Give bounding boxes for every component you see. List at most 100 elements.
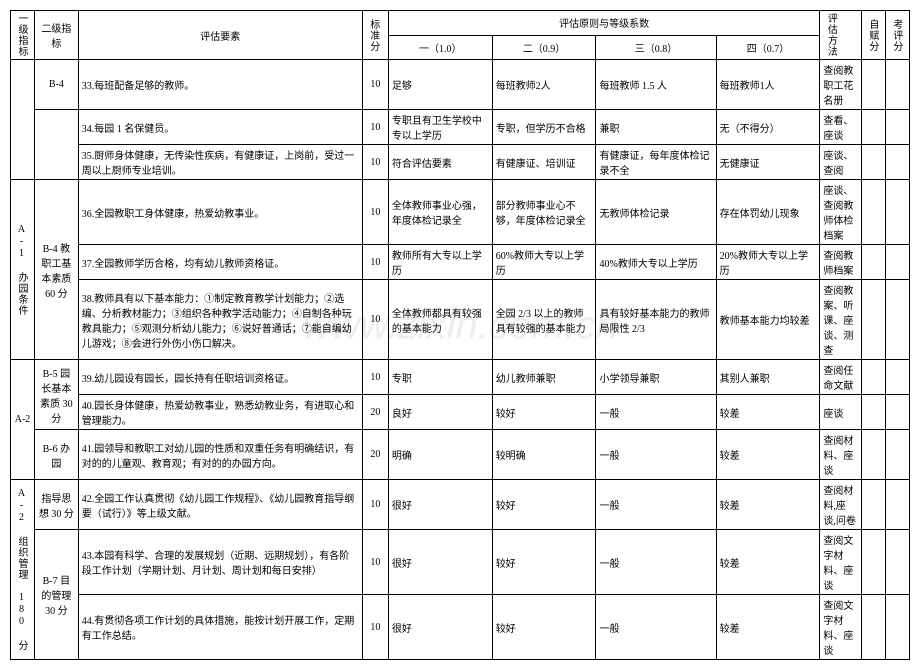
cell-element: 33.每班配备足够的教师。 — [78, 60, 362, 110]
table-row: 40.园长身体健康，热爱幼教事业，熟悉幼教业务，有进取心和管理能力。 20 良好… — [11, 395, 910, 430]
th-grade3: 三（0.8） — [596, 35, 716, 60]
table-row: B-6 办园 41.园领导和教职工对幼儿园的性质和双重任务有明确结识，有对的的儿… — [11, 430, 910, 480]
cell-g3: 无教师体检记录 — [596, 180, 716, 245]
cell-element: 39.幼儿园设有园长，园长持有任职培训资格证。 — [78, 360, 362, 395]
cell-g1: 符合评估要素 — [388, 145, 492, 180]
cell-a: A-2 组织管理 180 分 — [11, 480, 35, 660]
cell-g3: 具有较好基本能力的教师局限性 2/3 — [596, 280, 716, 360]
cell-score: 10 — [362, 480, 388, 530]
table-row: A-2 组织管理 180 分 指导思想 30 分 42.全园工作认真贯彻《幼儿园… — [11, 480, 910, 530]
cell-g4: 较差 — [716, 595, 820, 660]
cell-g1: 足够 — [388, 60, 492, 110]
cell-g3: 一般 — [596, 530, 716, 595]
table-row: 35.厨师身体健康，无传染性疾病，有健康证，上岗前，受过一周以上厨师专业培训。 … — [11, 145, 910, 180]
cell-score: 10 — [362, 180, 388, 245]
cell-g3: 一般 — [596, 395, 716, 430]
cell-score: 20 — [362, 430, 388, 480]
table-row: B-4 33.每班配备足够的教师。 10 足够 每班教师2人 每班教师 1.5 … — [11, 60, 910, 110]
table-row: A-1 办园条件 B-4 教职工基本素质 60 分 36.全园教职工身体健康，热… — [11, 180, 910, 245]
cell-g4: 无健康证 — [716, 145, 820, 180]
cell-element: 37.全园教师学历合格，均有幼儿教师资格证。 — [78, 245, 362, 280]
cell-g4: 较差 — [716, 395, 820, 430]
cell-g2: 较好 — [492, 595, 596, 660]
cell-method: 查阅任命文献 — [820, 360, 862, 395]
th-level2: 二级指标 — [35, 11, 79, 60]
cell-method: 座谈 — [820, 395, 862, 430]
cell-b: B-7 目的管理 30 分 — [35, 530, 79, 660]
cell-b: B-4 — [35, 60, 79, 110]
cell-g4: 较差 — [716, 430, 820, 480]
th-level1: 一级指标 — [11, 11, 35, 60]
cell-a: A-2 — [11, 360, 35, 480]
cell-score: 10 — [362, 245, 388, 280]
th-elements: 评估要素 — [78, 11, 362, 60]
cell-g4: 较差 — [716, 530, 820, 595]
cell-g1: 良好 — [388, 395, 492, 430]
cell-element: 34.每园 1 名保健员。 — [78, 110, 362, 145]
cell-g4: 20%教师大专以上学历 — [716, 245, 820, 280]
cell-g3: 一般 — [596, 430, 716, 480]
cell-g1: 专职 — [388, 360, 492, 395]
cell-method: 座谈、查阅 — [820, 145, 862, 180]
th-principles: 评估原则与等级系数 — [388, 11, 819, 36]
cell-g2: 部分教师事业心不够，年度体检记录全 — [492, 180, 596, 245]
cell-g3: 有健康证，每年度体检记录不全 — [596, 145, 716, 180]
cell-g3: 40%教师大专以上学历 — [596, 245, 716, 280]
cell-g2: 有健康证、培训证 — [492, 145, 596, 180]
cell-g4: 教师基本能力均较差 — [716, 280, 820, 360]
cell-method: 查看、座谈 — [820, 110, 862, 145]
cell-score: 10 — [362, 280, 388, 360]
cell-element: 42.全园工作认真贯彻《幼儿园工作规程》、《幼儿园教育指导纲要（试行）》等上级文… — [78, 480, 362, 530]
table-row: B-7 目的管理 30 分 43.本园有科学、合理的发展规划（近期、远期规划），… — [11, 530, 910, 595]
cell-g4: 无（不得分） — [716, 110, 820, 145]
table-row: 37.全园教师学历合格，均有幼儿教师资格证。 10 教师所有大专以上学历 60%… — [11, 245, 910, 280]
cell-element: 43.本园有科学、合理的发展规划（近期、远期规划），有各阶段工作计划（学期计划、… — [78, 530, 362, 595]
cell-element: 38.教师具有以下基本能力：①制定教育教学计划能力；②选编、分析教材能力；③组织… — [78, 280, 362, 360]
cell-method: 查阅文字材料、座谈 — [820, 595, 862, 660]
cell-method: 查阅教案、听课、座谈、测查 — [820, 280, 862, 360]
cell-b: 指导思想 30 分 — [35, 480, 79, 530]
cell-g2: 60%教师大专以上学历 — [492, 245, 596, 280]
cell-g1: 专职且有卫生学校中专以上学历 — [388, 110, 492, 145]
cell-b: B-6 办园 — [35, 430, 79, 480]
cell-g2: 较好 — [492, 395, 596, 430]
cell-score: 10 — [362, 360, 388, 395]
cell-g3: 一般 — [596, 595, 716, 660]
cell-score: 10 — [362, 145, 388, 180]
cell-g1: 很好 — [388, 595, 492, 660]
table-row: 44.有贯彻各项工作计划的具体措施，能按计划开展工作，定期有工作总结。 10 很… — [11, 595, 910, 660]
cell-method: 查阅教职工花名册 — [820, 60, 862, 110]
cell-score: 20 — [362, 395, 388, 430]
cell-method: 查阅材料,座谈,问卷 — [820, 480, 862, 530]
th-score: 标准分 — [362, 11, 388, 60]
th-method: 评估方法 — [820, 11, 862, 60]
cell-method: 查阅材料、座谈 — [820, 430, 862, 480]
cell-g4: 其别人兼职 — [716, 360, 820, 395]
cell-element: 44.有贯彻各项工作计划的具体措施，能按计划开展工作，定期有工作总结。 — [78, 595, 362, 660]
cell-g2: 全园 2/3 以上的教师具有较强的基本能力 — [492, 280, 596, 360]
cell-score: 10 — [362, 60, 388, 110]
cell-g1: 明确 — [388, 430, 492, 480]
th-grade1: 一（1.0） — [388, 35, 492, 60]
table-row: A-2 B-5 园长基本素质 30 分 39.幼儿园设有园长，园长持有任职培训资… — [11, 360, 910, 395]
cell-g2: 较好 — [492, 530, 596, 595]
cell-element: 41.园领导和教职工对幼儿园的性质和双重任务有明确结识，有对的的儿童观、教育观；… — [78, 430, 362, 480]
th-eval: 考评分 — [885, 11, 909, 60]
cell-score: 10 — [362, 530, 388, 595]
table-row: 34.每园 1 名保健员。 10 专职且有卫生学校中专以上学历 专职，但学历不合… — [11, 110, 910, 145]
cell-g2: 较明确 — [492, 430, 596, 480]
cell-b: B-5 园长基本素质 30 分 — [35, 360, 79, 430]
cell-score: 10 — [362, 595, 388, 660]
cell-g2: 专职，但学历不合格 — [492, 110, 596, 145]
cell-g1: 全体教师事业心强，年度体检记录全 — [388, 180, 492, 245]
cell-g1: 教师所有大专以上学历 — [388, 245, 492, 280]
cell-score: 10 — [362, 110, 388, 145]
th-grade4: 四（0.7） — [716, 35, 820, 60]
table-row: 38.教师具有以下基本能力：①制定教育教学计划能力；②选编、分析教材能力；③组织… — [11, 280, 910, 360]
cell-method: 查阅文字材料、座谈 — [820, 530, 862, 595]
cell-g4: 每班教师1人 — [716, 60, 820, 110]
th-self: 自赋分 — [861, 11, 885, 60]
cell-g3: 小学领导兼职 — [596, 360, 716, 395]
cell-method: 座谈、查阅教师体检档案 — [820, 180, 862, 245]
cell-g2: 每班教师2人 — [492, 60, 596, 110]
